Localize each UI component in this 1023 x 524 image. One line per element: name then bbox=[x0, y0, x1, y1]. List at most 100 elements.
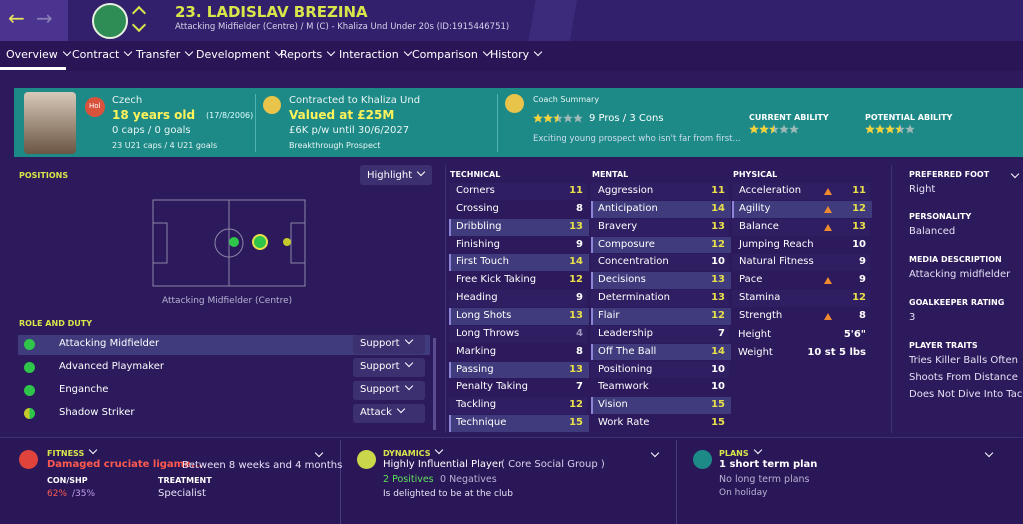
club-badge[interactable] bbox=[92, 3, 128, 39]
nav-tab[interactable]: Reports bbox=[280, 47, 336, 61]
role-dot bbox=[24, 362, 35, 373]
attribute-value: 8 bbox=[576, 202, 583, 214]
injury-indicator bbox=[824, 223, 832, 231]
contract-icon bbox=[263, 96, 281, 114]
role-duty[interactable]: Support bbox=[360, 358, 413, 372]
attribute-row bbox=[449, 379, 587, 397]
attribute-row bbox=[591, 183, 729, 200]
injury-indicator bbox=[824, 277, 832, 285]
nav-tab[interactable]: Contract bbox=[72, 47, 133, 61]
attribute-name: Tackling bbox=[456, 399, 497, 411]
dynamics-title[interactable]: DYNAMICS bbox=[383, 445, 444, 458]
player-subtitle: Attacking Midfielder (Centre) / M (C) - … bbox=[175, 22, 510, 32]
attribute-value: 12 bbox=[852, 202, 866, 214]
role-duty[interactable]: Support bbox=[360, 335, 413, 349]
attribute-name: Determination bbox=[598, 292, 671, 304]
fitness-title[interactable]: FITNESS bbox=[47, 445, 98, 458]
attribute-value: 9 bbox=[859, 256, 866, 268]
attribute-row bbox=[732, 254, 870, 272]
attribute-value: 13 bbox=[852, 220, 866, 232]
duty-button[interactable] bbox=[353, 404, 425, 423]
plans-icon bbox=[693, 450, 712, 469]
potential-ability-label: POTENTIAL ABILITY bbox=[865, 113, 953, 122]
nation-badge bbox=[85, 97, 105, 117]
attribute-row bbox=[449, 272, 587, 290]
attribute-value: 13 bbox=[569, 220, 583, 232]
attribute-row bbox=[449, 236, 587, 254]
attribute-row bbox=[591, 307, 731, 325]
attribute-row bbox=[591, 379, 729, 397]
role-dot bbox=[24, 408, 35, 419]
attribute-value: 10 bbox=[711, 381, 725, 393]
role-name[interactable]: Shadow Striker bbox=[59, 407, 135, 418]
chevron bbox=[396, 404, 406, 414]
attribute-row bbox=[449, 397, 587, 415]
chevron bbox=[124, 47, 133, 57]
attribute-value: 13 bbox=[711, 220, 725, 232]
chevron bbox=[435, 445, 444, 455]
attribute-row bbox=[449, 183, 587, 200]
star-rating bbox=[533, 113, 583, 123]
attribute-value: 13 bbox=[711, 292, 725, 304]
attribute-row bbox=[449, 218, 589, 236]
attribute-name: Flair bbox=[598, 309, 620, 321]
attribute-value: 10 bbox=[852, 238, 866, 250]
duty-button[interactable] bbox=[353, 381, 425, 400]
bottom-panels bbox=[0, 437, 1023, 524]
attribute-name: Long Shots bbox=[456, 309, 512, 321]
role-duty[interactable]: Support bbox=[360, 381, 413, 395]
attribute-value: 13 bbox=[711, 274, 725, 286]
highlight-label[interactable]: Highlight bbox=[367, 167, 426, 181]
attribute-value: 12 bbox=[711, 238, 725, 250]
attribute-group-title: MENTAL bbox=[592, 170, 629, 179]
nationality: Czech bbox=[112, 95, 143, 106]
sidebar-value: Balanced bbox=[909, 226, 956, 237]
duty-button[interactable] bbox=[353, 358, 425, 377]
attribute-value: 11 bbox=[711, 185, 725, 196]
attribute-name: Technique bbox=[456, 417, 507, 429]
duty-button[interactable] bbox=[353, 335, 425, 354]
negatives: 0 Negatives bbox=[440, 474, 497, 485]
attribute-row bbox=[449, 325, 587, 343]
attribute-value: 12 bbox=[569, 399, 583, 411]
scrollbar bbox=[433, 338, 436, 430]
long-term-plan: No long term plans bbox=[719, 474, 810, 485]
attribute-value: 4 bbox=[576, 327, 583, 339]
attribute-row bbox=[449, 254, 589, 272]
nav-tab[interactable]: Comparison bbox=[412, 47, 492, 61]
attribute-name: Passing bbox=[456, 363, 494, 375]
back-arrow[interactable]: ← bbox=[8, 6, 25, 30]
injury-indicator bbox=[824, 205, 832, 213]
attribute-value: 15 bbox=[711, 417, 725, 429]
plan-status: On holiday bbox=[719, 488, 768, 498]
attribute-value: 10 bbox=[711, 256, 725, 268]
nav-tab[interactable]: Overview bbox=[6, 47, 72, 61]
role-name[interactable]: Attacking Midfielder bbox=[59, 338, 160, 349]
role-duty[interactable]: Attack bbox=[360, 404, 406, 418]
role-name[interactable]: Enganche bbox=[59, 384, 109, 395]
chevron bbox=[404, 381, 413, 391]
star-rating bbox=[749, 124, 799, 134]
role-name[interactable]: Advanced Playmaker bbox=[59, 361, 164, 372]
attribute-name: Jumping Reach bbox=[739, 238, 814, 250]
attribute-value: 13 bbox=[569, 309, 583, 321]
nav-tab[interactable]: Interaction bbox=[339, 47, 412, 61]
chevron bbox=[753, 445, 762, 455]
current-ability-label: CURRENT ABILITY bbox=[749, 113, 829, 122]
attribute-value: 12 bbox=[852, 292, 866, 304]
plans-title[interactable]: PLANS bbox=[719, 445, 762, 458]
nav-tab[interactable]: Transfer bbox=[136, 47, 194, 61]
attribute-name: Marking bbox=[456, 345, 497, 357]
physical-detail-name: Weight bbox=[738, 346, 773, 358]
chevron bbox=[416, 167, 426, 177]
highlight-button[interactable] bbox=[360, 165, 432, 185]
forward-arrow[interactable]: → bbox=[36, 6, 53, 30]
attribute-value: 12 bbox=[569, 274, 583, 286]
attribute-name: Free Kick Taking bbox=[456, 274, 537, 286]
nav-tab[interactable]: History bbox=[490, 47, 543, 61]
physical-detail-value: 10 st 5 lbs bbox=[807, 346, 866, 358]
attribute-value: 12 bbox=[711, 309, 725, 321]
role-row[interactable] bbox=[18, 335, 430, 355]
nav-tab[interactable]: Development bbox=[196, 47, 284, 61]
injury: Damaged cruciate ligame... bbox=[47, 459, 203, 470]
